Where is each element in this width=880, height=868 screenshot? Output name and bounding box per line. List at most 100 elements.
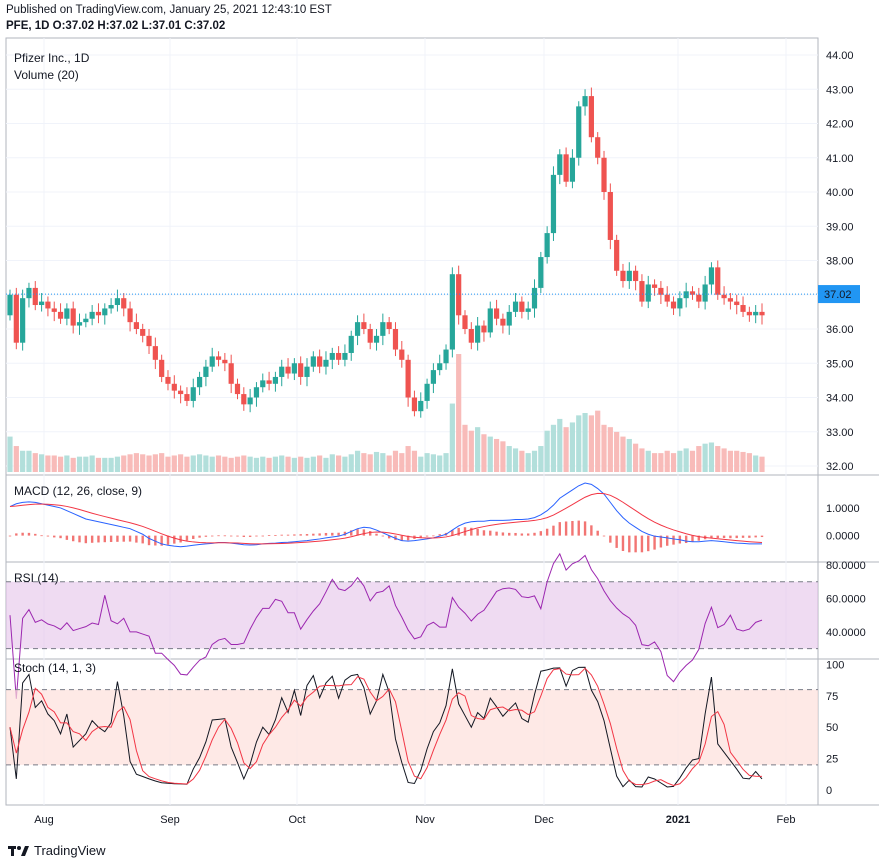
volume-bar bbox=[285, 456, 291, 472]
macd-histogram-bar bbox=[116, 535, 119, 542]
volume-bar bbox=[512, 448, 519, 472]
volume-bar bbox=[165, 456, 171, 472]
macd-histogram-bar bbox=[223, 535, 227, 537]
candle-body bbox=[7, 294, 13, 316]
macd-histogram-bar bbox=[312, 533, 315, 536]
candle-body bbox=[373, 335, 380, 343]
macd-histogram-bar bbox=[748, 535, 751, 538]
macd-histogram-bar bbox=[451, 530, 454, 536]
macd-histogram-bar bbox=[65, 535, 69, 540]
volume-bar bbox=[51, 455, 57, 472]
candle-body bbox=[102, 308, 108, 316]
macd-histogram-bar bbox=[286, 534, 290, 536]
volume-bar bbox=[323, 457, 329, 472]
time-axis-label: Dec bbox=[534, 814, 554, 826]
volume-bar bbox=[159, 453, 165, 472]
time-axis-label: Nov bbox=[415, 814, 435, 826]
macd-histogram-bar bbox=[369, 531, 372, 536]
volume-bar bbox=[215, 455, 222, 472]
macd-histogram-bar bbox=[356, 529, 359, 536]
volume-bar bbox=[171, 455, 177, 472]
macd-histogram-bar bbox=[697, 535, 701, 541]
candle-body bbox=[405, 359, 411, 398]
macd-histogram-bar bbox=[596, 530, 599, 536]
volume-pane-label: Volume (20) bbox=[14, 68, 79, 82]
macd-histogram-bar bbox=[305, 534, 309, 536]
candle-body bbox=[361, 322, 367, 329]
rsi-band bbox=[6, 581, 818, 649]
candle-body bbox=[740, 305, 746, 312]
macd-histogram-bar bbox=[666, 535, 669, 546]
volume-bar bbox=[563, 427, 569, 472]
volume-bar bbox=[178, 454, 184, 472]
volume-bar bbox=[538, 446, 544, 472]
volume-bar bbox=[266, 457, 272, 472]
macd-histogram-bar bbox=[545, 528, 549, 536]
rsi-pane-label: RSI (14) bbox=[14, 571, 59, 585]
volume-bar bbox=[102, 457, 108, 472]
candle-body bbox=[13, 294, 19, 343]
candle-body bbox=[95, 311, 102, 316]
macd-histogram-bar bbox=[293, 534, 296, 536]
volume-bar bbox=[70, 457, 76, 472]
macd-histogram-bar bbox=[46, 535, 50, 537]
candle-body bbox=[241, 394, 247, 405]
volume-bar bbox=[475, 427, 481, 472]
volume-bar bbox=[595, 410, 601, 472]
candle-body bbox=[38, 301, 45, 306]
candle-body bbox=[601, 157, 607, 192]
macd-histogram-bar bbox=[640, 535, 644, 553]
macd-histogram-bar bbox=[520, 533, 524, 536]
candle-body bbox=[651, 284, 658, 288]
candle-body bbox=[759, 311, 765, 316]
candle-body bbox=[468, 329, 474, 343]
last-price-label: 37.02 bbox=[824, 289, 852, 301]
candle-body bbox=[127, 308, 133, 323]
stoch-axis-label: 100 bbox=[826, 660, 844, 672]
macd-histogram-bar bbox=[400, 535, 403, 541]
candle-body bbox=[298, 363, 304, 377]
price-axis-label: 34.00 bbox=[826, 393, 854, 405]
macd-histogram-bar bbox=[267, 535, 271, 536]
volume-bar bbox=[430, 454, 436, 472]
volume-bar bbox=[620, 436, 626, 472]
candle-body bbox=[639, 281, 645, 302]
macd-histogram-bar bbox=[425, 535, 429, 537]
macd-axis-label: 1.0000 bbox=[826, 503, 860, 515]
price-axis-label: 40.00 bbox=[826, 187, 854, 199]
candle-body bbox=[411, 397, 418, 412]
volume-bar bbox=[38, 454, 45, 472]
volume-bar bbox=[114, 456, 121, 472]
volume-bar bbox=[121, 455, 127, 472]
candle-body bbox=[247, 397, 253, 405]
candle-body bbox=[392, 329, 399, 350]
tradingview-footer[interactable]: TradingView bbox=[8, 843, 106, 858]
candle-body bbox=[689, 291, 696, 295]
candle-body bbox=[215, 356, 222, 360]
macd-histogram-bar bbox=[192, 535, 195, 539]
volume-bar bbox=[386, 455, 392, 472]
volume-bar bbox=[607, 427, 613, 472]
volume-bar bbox=[310, 456, 316, 472]
volume-bar bbox=[317, 455, 323, 472]
macd-histogram-bar bbox=[185, 535, 189, 541]
candle-body bbox=[121, 298, 127, 309]
macd-histogram-bar bbox=[97, 535, 100, 543]
candle-body bbox=[304, 366, 310, 377]
macd-histogram-bar bbox=[476, 528, 479, 536]
volume-bar bbox=[696, 446, 702, 472]
macd-histogram-bar bbox=[394, 535, 397, 541]
volume-bar bbox=[683, 448, 689, 472]
volume-bar bbox=[715, 446, 721, 472]
macd-histogram-bar bbox=[90, 535, 94, 543]
last-price-badge bbox=[818, 285, 860, 304]
candle-body bbox=[83, 318, 89, 323]
macd-histogram-bar bbox=[539, 531, 543, 536]
macd-histogram-bar bbox=[154, 535, 157, 546]
candle-body bbox=[519, 301, 525, 312]
candle-body bbox=[323, 359, 329, 367]
macd-histogram-bar bbox=[331, 532, 334, 536]
volume-bar bbox=[354, 450, 361, 472]
price-axis-label: 36.00 bbox=[826, 324, 854, 336]
